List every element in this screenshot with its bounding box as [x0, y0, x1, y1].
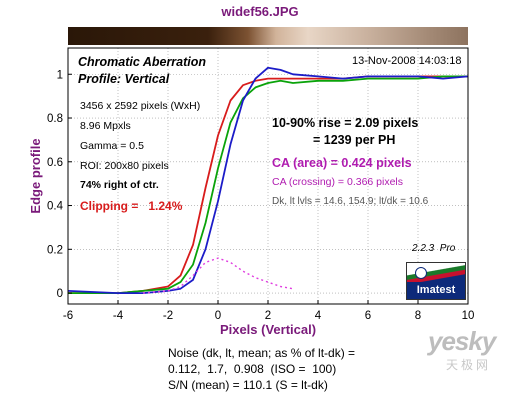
- spec-line: Gamma = 0.5: [80, 140, 144, 152]
- spec-line: 8.96 Mpxls: [80, 120, 131, 132]
- watermark: yesky: [428, 326, 496, 356]
- roi-position: 74% right of ctr.: [80, 179, 159, 191]
- x-tick-label: -2: [163, 310, 173, 322]
- x-tick-label: 10: [462, 310, 475, 322]
- x-tick-label: 8: [415, 310, 421, 322]
- series-lines: [67, 66, 469, 294]
- x-tick-label: 2: [265, 310, 271, 322]
- version-label: 2.2.3 Pro: [412, 243, 456, 254]
- logo-text: Imatest: [407, 282, 465, 299]
- timestamp: 13-Nov-2008 14:03:18: [352, 55, 462, 67]
- imatest-logo: Imatest: [406, 262, 466, 300]
- y-axis-label: Edge profile: [28, 138, 43, 213]
- ca-area: CA (area) = 0.424 pixels: [272, 156, 412, 170]
- chart-title: Chromatic Aberration: [78, 55, 207, 69]
- green-channel-line: [68, 75, 468, 294]
- x-tick-label: -6: [63, 310, 73, 322]
- x-tick-label: 4: [315, 310, 322, 322]
- spec-line: ROI: 200x80 pixels: [80, 160, 169, 172]
- x-tick-label: -4: [113, 310, 124, 322]
- y-tick-label: 0.4: [47, 201, 64, 213]
- watermark-subtitle: 天极网: [446, 358, 492, 372]
- y-tick-label: 0.8: [47, 113, 63, 125]
- x-axis-label: Pixels (Vertical): [220, 322, 316, 337]
- rise-per-ph: = 1239 per PH: [313, 133, 396, 147]
- tick-labels: -6 -4 -2 0 2 4 6 8 10 0 0.2 0.4 0.6 0.8 1: [47, 69, 474, 322]
- y-tick-label: 1: [57, 69, 63, 81]
- grid-lines: [67, 48, 469, 304]
- noise-line: Noise (dk, lt, mean; as % of lt-dk) =: [168, 346, 356, 360]
- file-title: widef56.JPG: [221, 4, 299, 19]
- levels: Dk, lt lvls = 14.6, 154.9; lt/dk = 10.6: [272, 196, 429, 207]
- x-tick-label: 0: [215, 310, 221, 322]
- y-tick-label: 0.2: [47, 244, 63, 256]
- y-tick-label: 0.6: [47, 157, 63, 169]
- difference-channel-line: [142, 257, 294, 294]
- rise-distance: 10-90% rise = 2.09 pixels: [272, 116, 419, 130]
- blue-channel-line: [67, 66, 469, 294]
- edge-image-strip: [68, 27, 468, 45]
- noise-values: 0.112, 1.7, 0.908 (ISO = 100): [168, 362, 337, 376]
- spec-line: 3456 x 2592 pixels (WxH): [80, 100, 201, 112]
- y-tick-label: 0: [57, 288, 63, 300]
- clipping-value: Clipping = 1.24%: [80, 199, 183, 213]
- logo-dot: [415, 267, 427, 279]
- signal-to-noise: S/N (mean) = 110.1 (S = lt-dk): [168, 378, 328, 392]
- profile-label: Profile: Vertical: [78, 72, 170, 86]
- ca-crossing: CA (crossing) = 0.366 pixels: [272, 176, 404, 188]
- x-tick-label: 6: [365, 310, 371, 322]
